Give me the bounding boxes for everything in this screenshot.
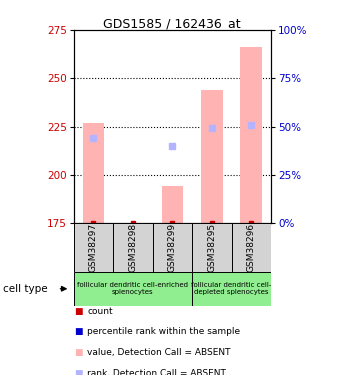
Bar — [162, 186, 183, 223]
Text: GSM38296: GSM38296 — [247, 223, 256, 272]
Bar — [74, 272, 192, 306]
Text: GDS1585 / 162436_at: GDS1585 / 162436_at — [103, 17, 240, 30]
Text: ■: ■ — [74, 348, 82, 357]
Text: GSM38297: GSM38297 — [89, 223, 98, 272]
Bar — [113, 223, 153, 272]
Text: percentile rank within the sample: percentile rank within the sample — [87, 327, 240, 336]
Bar — [83, 123, 104, 223]
Bar — [153, 223, 192, 272]
Text: GSM38299: GSM38299 — [168, 223, 177, 272]
Text: value, Detection Call = ABSENT: value, Detection Call = ABSENT — [87, 348, 231, 357]
Text: GSM38295: GSM38295 — [207, 223, 216, 272]
Bar — [232, 223, 271, 272]
Text: GSM38298: GSM38298 — [128, 223, 138, 272]
Text: cell type: cell type — [3, 284, 48, 294]
Bar — [201, 90, 223, 223]
Text: follicular dendritic cell-enriched
splenocytes: follicular dendritic cell-enriched splen… — [78, 282, 188, 295]
Bar — [192, 272, 271, 306]
Text: count: count — [87, 307, 113, 316]
Text: ■: ■ — [74, 307, 82, 316]
Text: ■: ■ — [74, 327, 82, 336]
Text: rank, Detection Call = ABSENT: rank, Detection Call = ABSENT — [87, 369, 226, 375]
Bar — [192, 223, 232, 272]
Text: ■: ■ — [74, 369, 82, 375]
Bar — [240, 47, 262, 223]
Bar — [74, 223, 113, 272]
Text: follicular dendritic cell-
depleted splenocytes: follicular dendritic cell- depleted sple… — [191, 282, 272, 295]
